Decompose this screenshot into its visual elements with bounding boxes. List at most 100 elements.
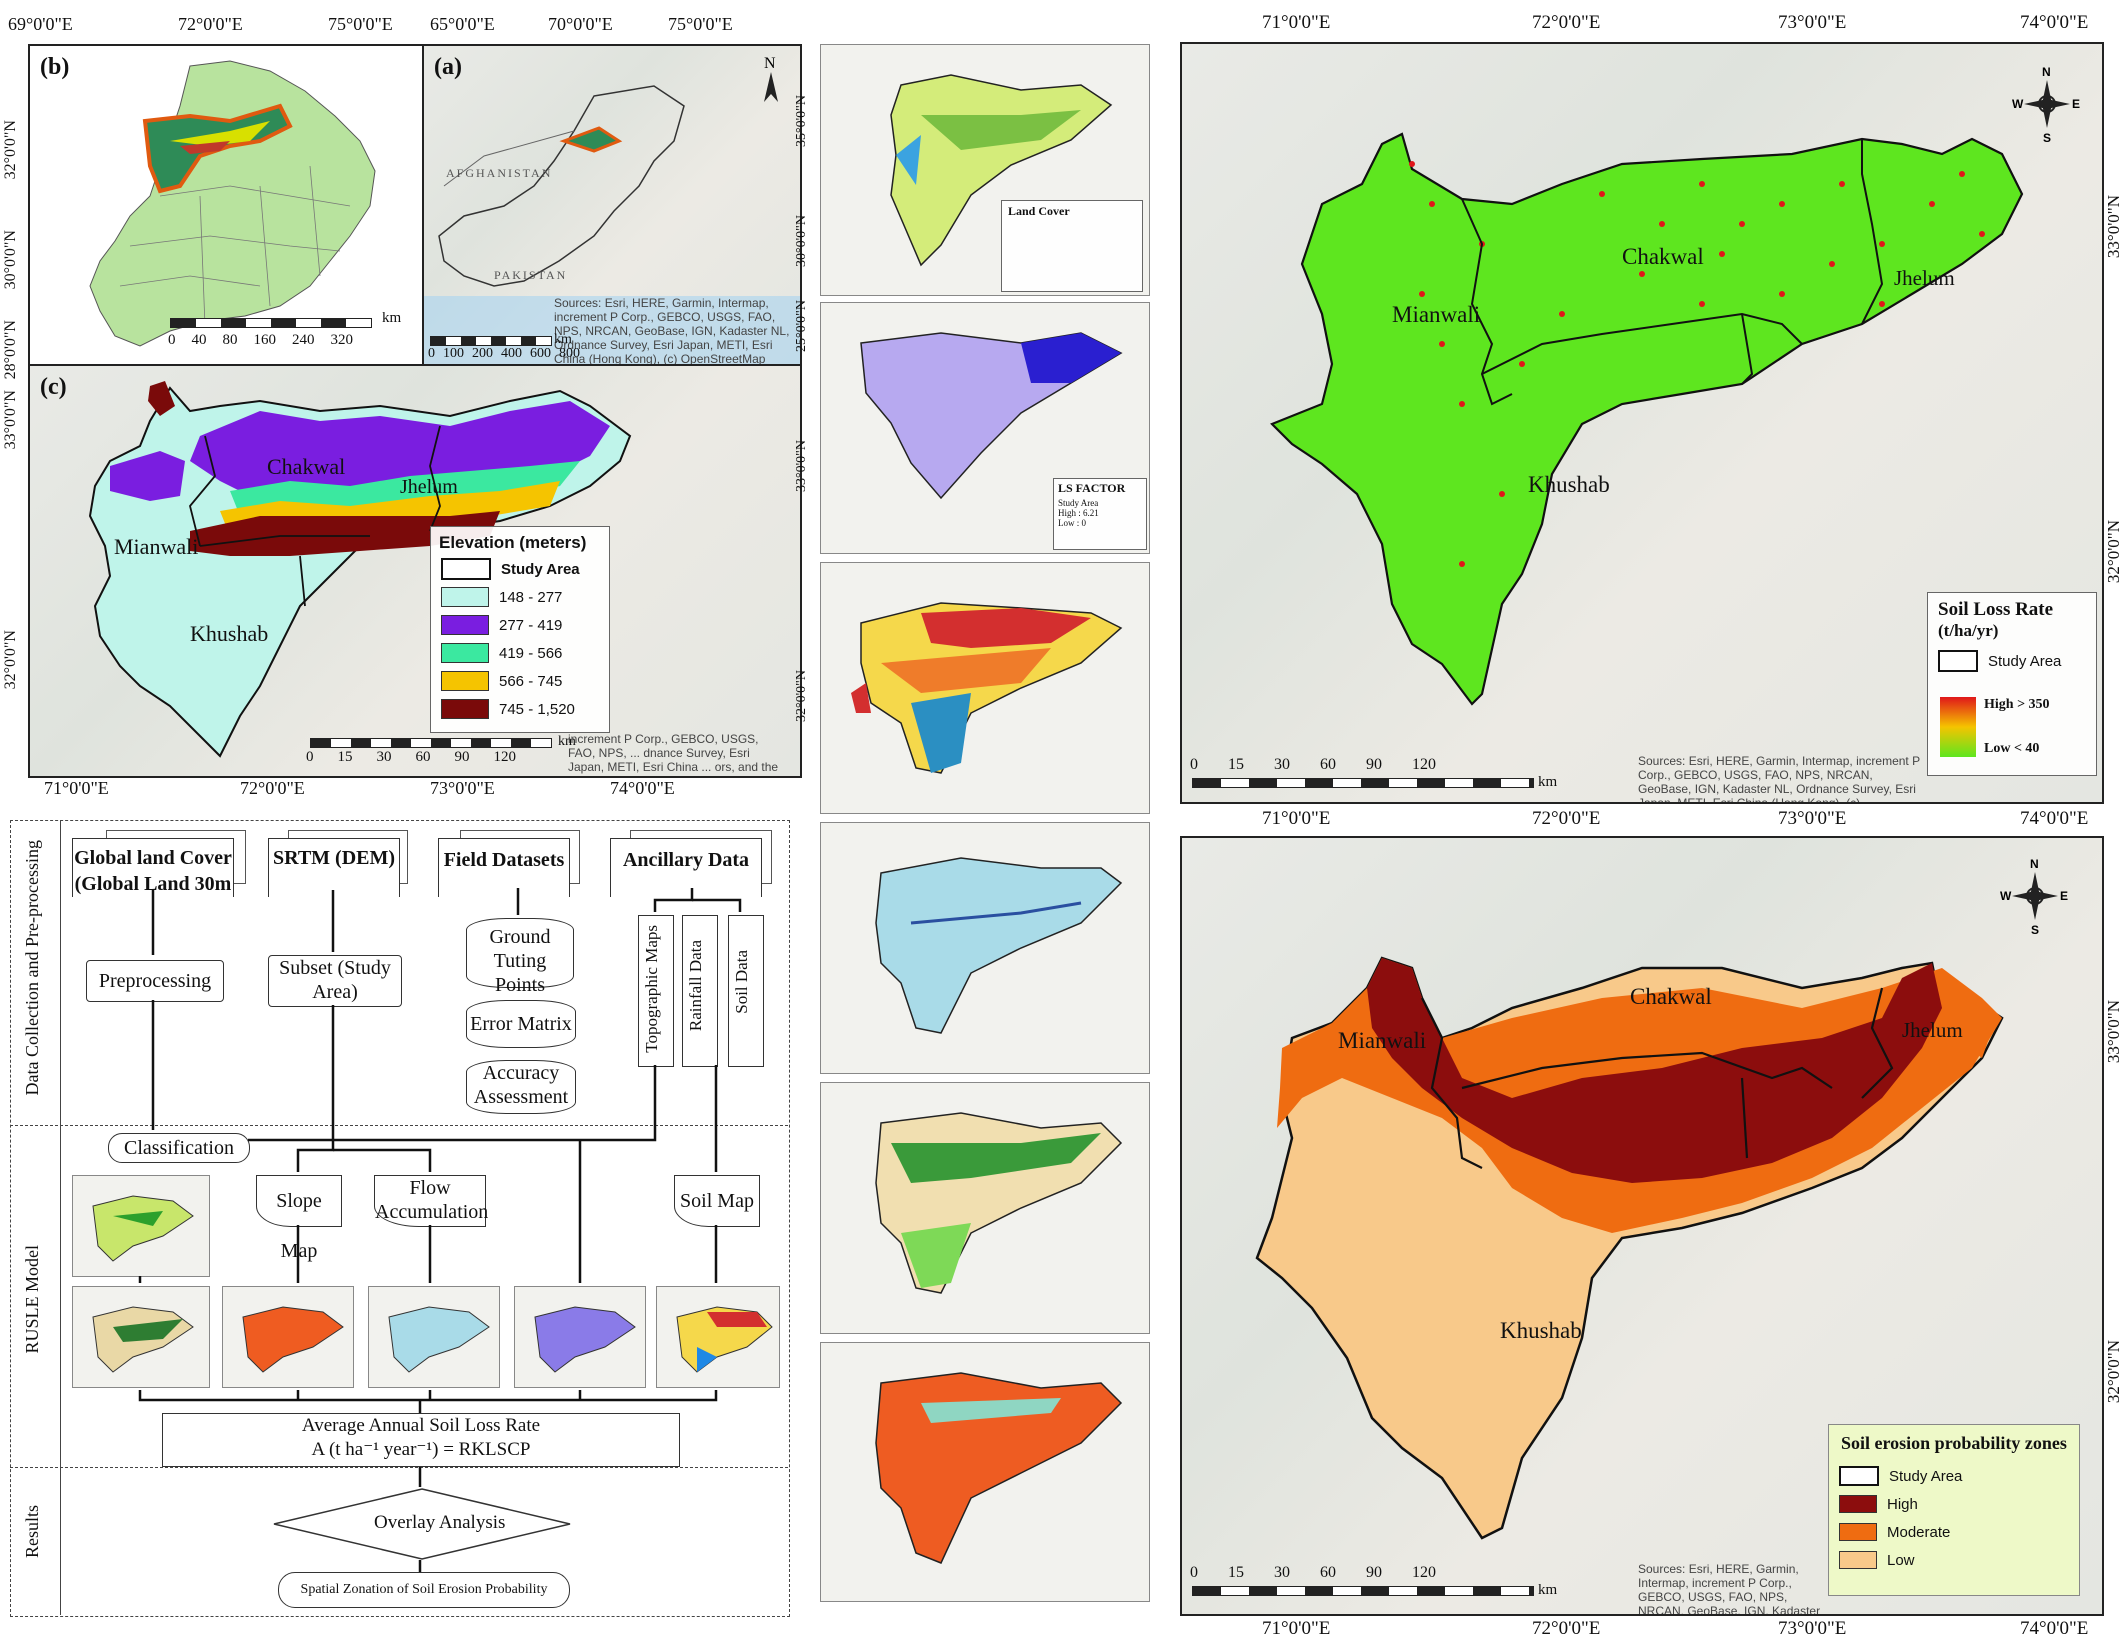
legend-label: 419 - 566 [499,644,563,662]
rb-lon-72-bottom: 72°0'0"E [1532,1618,1601,1639]
panel-a-unit: km [554,332,572,347]
panel-a-scale-labels: 0 100 200 400 600 800 [428,346,580,362]
erosion-shapes [1255,956,2004,1540]
soil-legend-gradient [1940,697,1976,757]
rusle-formula: A (t ha⁻¹ year⁻¹) = RKLSCP [311,1439,531,1460]
rt-lat-33: 33°0'0"N [2104,195,2123,259]
svg-text:S: S [2031,923,2039,936]
legend-label: 277 - 419 [499,616,563,634]
lon-tick-65: 65°0'0"E [430,14,495,34]
section-divider-1 [10,1125,788,1126]
box-avg-soil-loss: Average Annual Soil Loss Rate A (t ha⁻¹ … [162,1413,680,1467]
elevation-map-shapes [88,381,632,758]
scale-c-0: 0 [306,749,314,765]
panel-a-scalebar [430,336,552,346]
rb-lat-33: 33°0'0"N [2104,1000,2123,1064]
legend-label: 566 - 745 [499,672,563,690]
legend-label: Study Area [501,560,580,578]
rb-scale-0: 0 [1190,1564,1198,1581]
rt-scale-60: 60 [1320,756,1336,773]
rb-scale-60: 60 [1320,1564,1336,1581]
box-soil-data [728,915,764,1067]
rt-lon-74: 74°0'0"E [2020,12,2089,33]
district-jhelum-rb: Jhelum [1902,1018,1963,1042]
legend-study-area-c: Study Area [431,555,609,583]
ls-legend-low: Low : 0 [1058,518,1086,528]
thumb-k-factor [222,1286,354,1388]
svg-text:E: E [2072,97,2080,111]
elevation-legend: Elevation (meters) Study Area 148 - 277 … [430,526,610,733]
soil-legend-study-area: Study Area [1928,647,2096,675]
rb-scale-90: 90 [1366,1564,1382,1581]
scale-40: 40 [191,332,207,348]
rt-scalebar [1192,778,1534,788]
district-jhelum-rt: Jhelum [1894,266,1955,290]
soil-legend-low: Low < 40 [1984,741,2040,756]
legend-elev-3: 419 - 566 [431,639,609,667]
diamond-overlay [273,1488,571,1560]
north-arrow-icon: N [754,54,788,111]
scale-240: 240 [292,332,315,348]
district-mianwali-rt: Mianwali [1392,302,1481,327]
panel-c-attribution: increment P Corp., GEBCO, USGS, FAO, NPS… [568,732,779,776]
mid-k-flow-map [820,822,1150,1074]
rt-lon-72: 72°0'0"E [1532,12,1601,33]
scale-80: 80 [222,332,238,348]
panel-c-scale-labels: 0 15 30 60 90 120 [306,749,516,766]
rt-scale-labels: 0 15 30 60 90 120 [1190,756,1436,774]
panel-c-unit: km [558,734,576,749]
compass-rose-icon-2: N S W E [2000,856,2070,941]
rb-unit: km [1538,1582,1558,1598]
svg-text:E: E [2060,889,2068,903]
input-global-land-cover: Global land Cover (Global Land 30m [72,838,234,897]
rt-scale-30: 30 [1274,756,1290,773]
punjab-outline [89,60,376,347]
district-chakwal-c: Chakwal [267,454,346,479]
thumb-ls-flow [368,1286,500,1388]
box-subset: Subset (Study Area) [268,955,402,1007]
legend-label: 745 - 1,520 [499,700,575,718]
svg-text:N: N [764,55,776,72]
panel-a-attribution: Sources: Esri, HERE, Garmin, Intermap, i… [554,296,790,366]
soil-loss-legend: Soil Loss Rate (t/ha/yr) Study Area High… [1927,592,2097,776]
thumb-c-factor [72,1286,210,1388]
scale-160: 160 [253,332,277,348]
legend-label: Low [1887,1551,1915,1569]
mid-lat-30: 30°0'0"N [794,215,809,267]
lon-tick-72: 72°0'0"E [178,14,243,34]
rb-scalebar [1192,1586,1534,1596]
district-khushab-c: Khushab [190,621,269,646]
scale-a-800: 800 [559,346,580,361]
svg-text:N: N [2030,857,2039,871]
legend-elev-5: 745 - 1,520 [431,695,609,723]
cyl-accuracy: Accuracy Assessment [466,1060,576,1114]
district-jhelum-c: Jhelum [400,476,458,498]
erosion-probability-map: Mianwali Chakwal Jhelum Khushab N S W E … [1180,836,2104,1616]
mid-c-factor-map [820,1082,1150,1334]
lon-tick-69: 69°0'0"E [8,14,73,34]
input-srtm: SRTM (DEM) [268,838,400,897]
legend-label: Moderate [1887,1523,1951,1541]
svg-text:W: W [2000,889,2012,903]
legend-label: 148 - 277 [499,588,563,606]
rt-scale-120: 120 [1412,756,1436,773]
erosion-legend-high: High [1829,1490,2079,1518]
erosion-legend-moderate: Moderate [1829,1518,2079,1546]
rt-lat-32: 32°0'0"N [2104,520,2123,584]
scale-c-120: 120 [493,749,517,765]
box-classification: Classification [108,1133,250,1163]
flowchart-connectors [138,888,742,1572]
rt-lon-71: 71°0'0"E [1262,12,1331,33]
lon-c-73: 73°0'0"E [430,778,495,798]
rt-scale-0: 0 [1190,756,1198,773]
district-khushab-rb: Khushab [1500,1318,1582,1343]
scale-c-15: 15 [337,749,353,765]
thumb-landcover [72,1175,210,1277]
svg-text:S: S [2043,131,2051,144]
doc-soil-map: Soil Map [674,1175,760,1227]
rb-lon-71-bottom: 71°0'0"E [1262,1618,1331,1639]
pakistan-outline [424,85,800,364]
panel-b-unit: km [382,310,402,326]
cyl-error-matrix: Error Matrix [466,1000,576,1048]
avg-soil-loss-title: Average Annual Soil Loss Rate [301,1415,541,1436]
